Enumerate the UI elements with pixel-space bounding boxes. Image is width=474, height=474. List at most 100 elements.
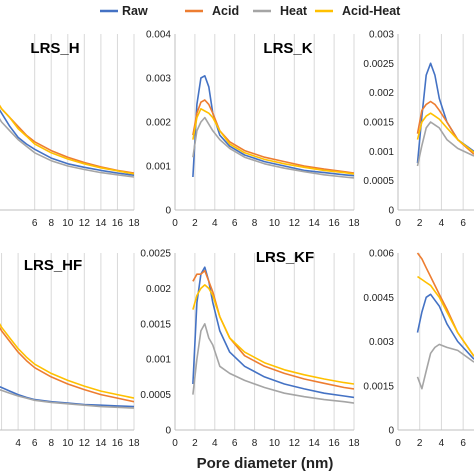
y-tick-label: 0 <box>388 206 394 217</box>
x-tick-label: 16 <box>112 438 124 449</box>
x-tick-label: 8 <box>48 438 54 449</box>
series-line-raw <box>192 75 354 178</box>
panel-1: 6 8 10 12 14 16 18 LRS_H <box>0 34 140 229</box>
x-tick-label: 4 <box>212 218 218 229</box>
y-tick-label: 0.004 <box>146 30 171 41</box>
y-tick-label: 0.001 <box>369 147 394 158</box>
series-line-acid-heat <box>192 284 354 385</box>
x-tick-label: 10 <box>269 218 281 229</box>
y-tick-label: 0.0015 <box>140 319 171 330</box>
series-line-raw <box>416 293 474 360</box>
y-tick-label: 0 <box>165 206 171 217</box>
y-tick-label: 0.0045 <box>363 293 394 304</box>
x-tick-label: 0 <box>395 438 401 449</box>
x-tick-label: 2 <box>192 438 198 449</box>
x-tick-label: 12 <box>79 218 91 229</box>
series-line-acid <box>192 99 354 174</box>
y-tick-label: 0.001 <box>146 355 171 366</box>
x-tick-label: 16 <box>329 218 341 229</box>
series-line-heat <box>416 121 474 167</box>
panel-title: LRS_KF <box>256 249 314 266</box>
series-line-acid-heat <box>192 108 354 175</box>
x-axis-title: Pore diameter (nm) <box>197 455 334 472</box>
series-line-heat <box>192 116 354 179</box>
series-line-acid-heat <box>417 275 474 357</box>
x-tick-label: 6 <box>32 438 38 449</box>
legend-label-acid-heat: Acid-Heat <box>342 4 401 18</box>
x-tick-label: 6 <box>460 218 466 229</box>
x-tick-label: 8 <box>48 218 54 229</box>
panel-2: 0 2 4 6 8 10 12 14 16 18 0 0.001 0.002 0.003 0.004 LRS_… <box>146 30 360 230</box>
y-tick-label: 0 <box>388 426 394 437</box>
x-tick-label: 16 <box>329 438 341 449</box>
panel-5: 0 2 4 6 8 10 12 14 16 18 0 0.0005 0.001 0.0015 0.002 0.… <box>140 249 360 450</box>
panel-6: 0 2 4 6 0 0.0015 0.003 0.0045 0.006 <box>363 249 474 449</box>
x-tick-label: 14 <box>309 438 321 449</box>
x-tick-label: 10 <box>62 218 74 229</box>
legend-label-raw: Raw <box>122 4 148 18</box>
series-line-acid-heat <box>416 112 474 154</box>
y-tick-label: 0.003 <box>146 74 171 85</box>
series-line-acid <box>0 326 134 403</box>
x-tick-label: 0 <box>395 218 401 229</box>
x-tick-label: 14 <box>95 218 107 229</box>
x-tick-label: 10 <box>62 438 74 449</box>
legend-label-acid: Acid <box>212 4 239 18</box>
x-tick-label: 4 <box>439 438 445 449</box>
x-tick-label: 2 <box>417 218 423 229</box>
x-tick-label: 12 <box>79 438 91 449</box>
x-tick-label: 2 <box>192 218 198 229</box>
x-tick-label: 8 <box>252 218 258 229</box>
panel-4: 4 6 8 10 12 14 16 18 LRS_HF <box>0 253 140 449</box>
x-tick-label: 4 <box>212 438 218 449</box>
y-tick-label: 0.0005 <box>140 390 171 401</box>
panel-3: 0 2 4 6 0 0.0005 0.001 0.0015 0.002 0.0025 0.003 <box>363 30 474 229</box>
series-group <box>192 266 354 404</box>
x-tick-label: 18 <box>128 438 140 449</box>
series-line-acid <box>192 269 354 390</box>
series-line-heat <box>416 343 474 390</box>
series-group <box>192 75 354 179</box>
x-tick-label: 12 <box>289 438 301 449</box>
panel-title: LRS_K <box>263 40 312 57</box>
y-tick-label: 0.0025 <box>363 59 394 70</box>
series-line-acid <box>416 100 474 155</box>
x-tick-label: 16 <box>112 218 124 229</box>
panel-title: LRS_HF <box>24 257 82 274</box>
series-line-raw <box>0 109 134 176</box>
series-group <box>416 252 474 390</box>
y-tick-label: 0.0015 <box>363 118 394 129</box>
x-tick-label: 4 <box>439 218 445 229</box>
series-line-raw <box>192 266 354 399</box>
x-tick-label: 6 <box>32 218 38 229</box>
x-tick-label: 14 <box>309 218 321 229</box>
series-line-acid-heat <box>0 104 134 175</box>
series-line-acid <box>416 252 474 357</box>
series-line-raw <box>416 62 474 164</box>
series-line-heat <box>0 388 134 409</box>
x-tick-label: 2 <box>417 438 423 449</box>
y-tick-label: 0.003 <box>369 30 394 41</box>
y-tick-label: 0.002 <box>146 118 171 129</box>
y-tick-label: 0.002 <box>369 88 394 99</box>
x-tick-label: 6 <box>460 438 466 449</box>
legend-label-heat: Heat <box>280 4 308 18</box>
y-tick-label: 0.0025 <box>140 249 171 260</box>
x-tick-label: 14 <box>95 438 107 449</box>
series-group <box>0 323 134 409</box>
x-tick-label: 0 <box>172 438 178 449</box>
x-tick-label: 0 <box>172 218 178 229</box>
series-group <box>0 104 134 178</box>
x-tick-label: 12 <box>289 218 301 229</box>
x-tick-label: 18 <box>348 218 360 229</box>
x-tick-label: 18 <box>348 438 360 449</box>
series-group <box>416 62 474 167</box>
series-line-heat <box>192 322 354 404</box>
legend: Raw Acid Heat Acid-Heat <box>100 4 401 18</box>
x-tick-label: 18 <box>128 218 140 229</box>
x-tick-label: 4 <box>15 438 21 449</box>
x-tick-label: 6 <box>232 218 238 229</box>
y-tick-label: 0.002 <box>146 284 171 295</box>
